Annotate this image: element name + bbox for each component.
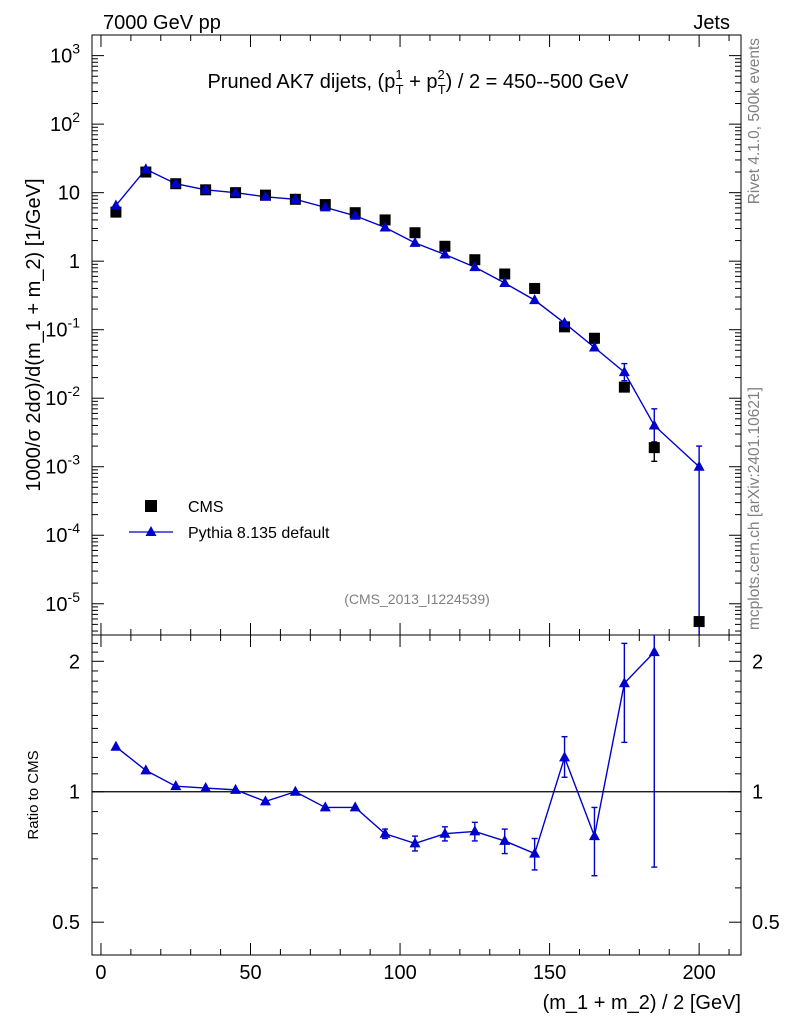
ratio-line xyxy=(115,651,655,855)
ratio-point xyxy=(648,646,660,657)
ratio-y-tick-label-right: 0.5 xyxy=(752,912,780,934)
x-tick-label: 50 xyxy=(239,962,261,984)
ratio-point xyxy=(230,783,242,794)
ratio-point xyxy=(588,830,600,841)
main-data-layer xyxy=(110,163,705,635)
legend-mc-label: Pythia 8.135 default xyxy=(188,525,330,542)
legend-cms-marker xyxy=(145,500,157,512)
x-axis-label: (m_1 + m_2) / 2 [GeV] xyxy=(543,992,741,1014)
cms-point xyxy=(588,332,600,344)
y-tick-label: 10-4 xyxy=(45,520,80,547)
ratio-y-tick-label: 2 xyxy=(69,651,80,673)
mc-point xyxy=(289,193,301,204)
main-x-ticks xyxy=(100,35,730,635)
cms-point xyxy=(499,268,511,280)
y-tick-label: 10-1 xyxy=(45,315,80,342)
ratio-point xyxy=(559,751,571,762)
ratio-tick-labels: 0.5 0.5 1 1 2 2 0 50 100 150 200 xyxy=(52,651,780,984)
ratio-point xyxy=(110,740,122,751)
mc-point xyxy=(170,177,182,188)
mc-point xyxy=(693,460,705,471)
ratio-point xyxy=(259,795,271,806)
x-tick-label: 150 xyxy=(533,962,566,984)
legend: CMS Pythia 8.135 default xyxy=(129,499,330,542)
x-tick-label: 200 xyxy=(682,962,715,984)
mc-point xyxy=(499,277,511,288)
ratio-y-tick-label-right: 1 xyxy=(752,782,763,804)
ratio-point xyxy=(618,677,630,688)
ratio-point xyxy=(319,801,331,812)
mc-point xyxy=(618,366,630,377)
ratio-point xyxy=(349,801,361,812)
mc-point xyxy=(379,221,391,232)
ratio-point xyxy=(379,827,391,838)
mc-point xyxy=(319,201,331,212)
cms-point xyxy=(409,227,421,239)
x-tick-label: 0 xyxy=(95,962,106,984)
y-tick-label: 1 xyxy=(69,251,80,273)
ratio-point xyxy=(409,837,421,848)
mc-point xyxy=(349,209,361,220)
y-tick-label: 10-2 xyxy=(45,383,80,410)
x-tick-label: 100 xyxy=(383,962,416,984)
mc-point xyxy=(110,199,122,210)
cms-point xyxy=(618,381,630,393)
y-tick-label: 10-3 xyxy=(45,452,80,479)
mc-point xyxy=(469,261,481,272)
mc-point xyxy=(648,419,660,430)
y-tick-label: 10-5 xyxy=(45,589,80,616)
ratio-y-axis-label: Ratio to CMS xyxy=(25,750,42,839)
y-tick-label: 10 xyxy=(58,183,80,205)
cms-point xyxy=(469,254,481,266)
mc-point xyxy=(200,183,212,194)
ratio-point xyxy=(200,782,212,793)
side-label-mcplots: mcplots.cern.ch [arXiv:2401.10621] xyxy=(746,387,763,630)
header-left: 7000 GeV pp xyxy=(103,12,221,34)
main-y-ticks xyxy=(92,34,741,632)
mc-point xyxy=(588,341,600,352)
ratio-y-tick-label-right: 2 xyxy=(752,651,763,673)
ratio-x-ticks xyxy=(100,635,730,955)
cms-point xyxy=(439,240,451,252)
mc-point xyxy=(140,163,152,174)
ratio-data-layer xyxy=(92,635,741,877)
ratio-point xyxy=(499,834,511,845)
header-right: Jets xyxy=(693,12,730,34)
mc-point xyxy=(559,317,571,328)
mc-point xyxy=(409,236,421,247)
cms-point xyxy=(110,206,122,218)
ratio-y-tick-label: 1 xyxy=(69,782,80,804)
mc-point xyxy=(439,248,451,259)
y-tick-label: 103 xyxy=(50,41,80,68)
main-y-axis-label: 1000/σ 2dσ)/d(m_1 + m_2) [1/GeV] xyxy=(23,178,45,491)
chart-title: Pruned AK7 dijets, (p1 T + p2 T) / 2 = 450… xyxy=(207,67,629,97)
cms-point xyxy=(648,442,660,454)
ratio-plot-frame xyxy=(91,634,742,956)
ratio-point xyxy=(289,785,301,796)
side-label-rivet: Rivet 4.1.0, 500k events xyxy=(746,38,763,205)
legend-mc-marker xyxy=(145,526,157,536)
ratio-panel: 0.5 0.5 1 1 2 2 0 50 100 150 200 Ratio to CMS (m_1… xyxy=(25,634,780,1014)
y-tick-label: 102 xyxy=(50,109,80,136)
ratio-point xyxy=(170,780,182,791)
legend-cms-label: CMS xyxy=(188,499,224,516)
ratio-point xyxy=(140,764,152,775)
cms-point xyxy=(529,282,541,294)
ratio-point xyxy=(469,825,481,836)
ratio-y-ticks xyxy=(92,642,741,923)
ratio-point xyxy=(439,827,451,838)
ratio-point xyxy=(529,847,541,858)
main-plot-frame xyxy=(91,34,742,636)
ratio-y-tick-label: 0.5 xyxy=(52,912,80,934)
cms-point xyxy=(379,214,391,226)
analysis-id-label: (CMS_2013_I1224539) xyxy=(344,591,490,607)
mc-point xyxy=(529,294,541,305)
mc-point xyxy=(230,186,242,197)
mc-line xyxy=(115,168,700,468)
cms-point xyxy=(693,616,705,628)
mc-point xyxy=(259,190,271,201)
